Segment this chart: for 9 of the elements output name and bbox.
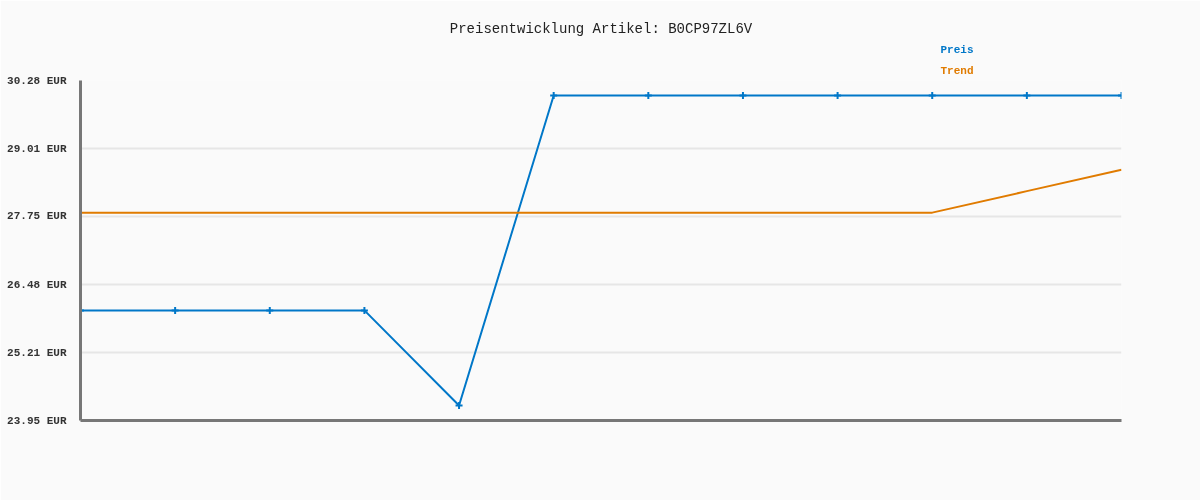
y-tick-label: 23.95 EUR: [7, 414, 67, 427]
y-tick-label: 30.28 EUR: [7, 74, 67, 87]
y-tick-label: 27.75 EUR: [7, 210, 67, 223]
text: Trend: [940, 65, 974, 77]
text: Preis: [940, 44, 974, 56]
y-tick-label: 25.21 EUR: [7, 346, 67, 359]
chart-title: Preisentwicklung Artikel: B0CP97ZL6V: [449, 20, 753, 37]
y-tick-label: 29.01 EUR: [7, 142, 67, 155]
y-tick-label: 26.48 EUR: [7, 278, 67, 291]
